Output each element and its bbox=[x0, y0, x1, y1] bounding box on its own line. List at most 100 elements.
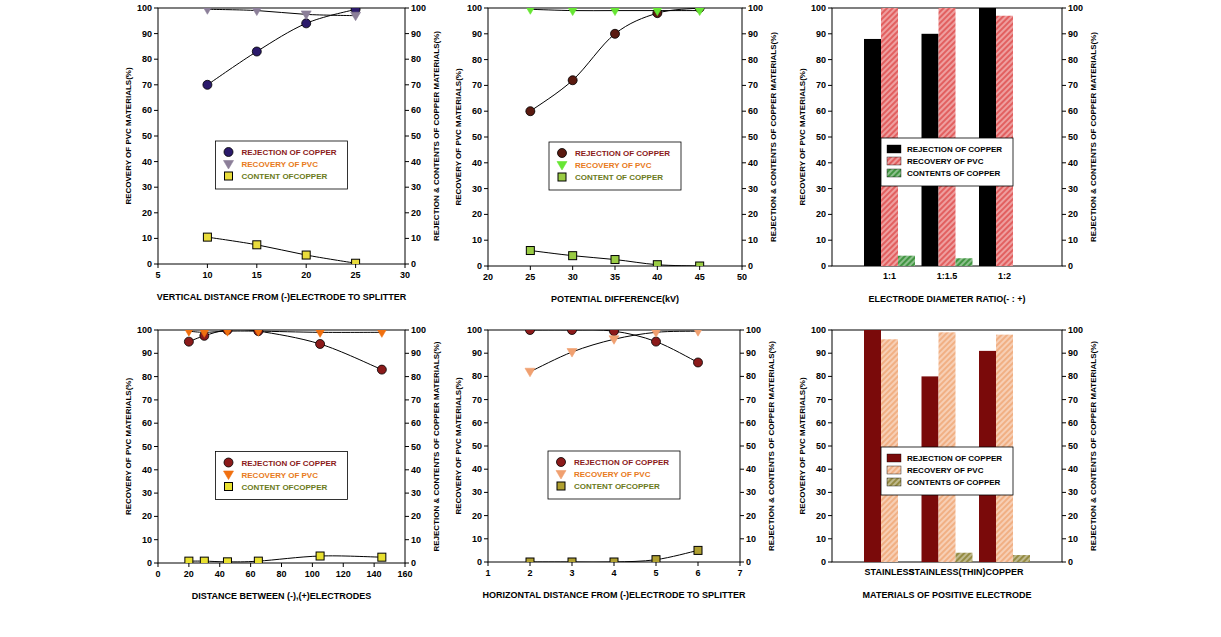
bar bbox=[864, 39, 881, 266]
marker-circle bbox=[610, 330, 619, 336]
y2-tick bbox=[405, 136, 409, 137]
y-tick bbox=[484, 330, 488, 331]
bar bbox=[898, 256, 915, 266]
y-tick bbox=[484, 562, 488, 563]
marker-circle bbox=[557, 458, 566, 467]
x-tick-label: STAINLESS bbox=[865, 567, 915, 577]
y2-tick-label: 0 bbox=[1068, 261, 1073, 271]
legend-label: CONTENT OFCOPPER bbox=[242, 172, 328, 181]
y-tick bbox=[828, 422, 832, 423]
legend-label: RECOVERY OF PVC bbox=[907, 466, 984, 475]
y2-tick bbox=[742, 59, 746, 60]
marker-circle bbox=[652, 337, 661, 346]
y2-tick-label: 70 bbox=[1068, 395, 1078, 405]
marker-square bbox=[610, 558, 618, 562]
y2-tick-label: 50 bbox=[1068, 441, 1078, 451]
y-tick bbox=[154, 136, 158, 137]
marker-square bbox=[653, 261, 661, 266]
y-tick bbox=[828, 8, 832, 9]
marker-triangle bbox=[651, 330, 661, 337]
y2-tick bbox=[405, 238, 409, 239]
y2-tick bbox=[740, 446, 744, 447]
y2-tick-label: 70 bbox=[411, 395, 421, 405]
y2-tick-label: 60 bbox=[1068, 106, 1078, 116]
y2-tick-label: 30 bbox=[746, 487, 756, 497]
legend-box bbox=[216, 141, 348, 189]
marker-circle bbox=[254, 330, 263, 336]
marker-square bbox=[185, 557, 193, 563]
marker-square bbox=[253, 241, 261, 249]
y2-tick-label: 80 bbox=[746, 371, 756, 381]
y2-tick bbox=[1062, 330, 1066, 331]
y-tick-label: 60 bbox=[816, 106, 826, 116]
x-axis-title: HORIZONTAL DISTANCE FROM (-)ELECTRODE TO… bbox=[483, 590, 746, 600]
legend-swatch bbox=[887, 169, 901, 177]
x-tick bbox=[306, 264, 307, 268]
y-axis-title: RECOVERY OF PVC MATERIALS(%) bbox=[454, 377, 463, 515]
x-tick bbox=[530, 266, 531, 270]
y-tick-label: 40 bbox=[816, 464, 826, 474]
y-tick bbox=[828, 188, 832, 189]
marker-triangle bbox=[525, 368, 535, 377]
x-tick-label: 60 bbox=[246, 569, 256, 579]
marker-square bbox=[568, 558, 576, 562]
legend: REJECTION OF COPPERRECOVERY OF PVCCONTEN… bbox=[549, 142, 681, 190]
marker-triangle bbox=[199, 330, 209, 337]
y-tick bbox=[828, 353, 832, 354]
marker-circle bbox=[526, 330, 535, 335]
y-tick-label: 10 bbox=[142, 233, 152, 243]
x-tick-label: COPPER bbox=[985, 567, 1024, 577]
series-line bbox=[207, 237, 355, 263]
y2-tick-label: 100 bbox=[746, 325, 761, 335]
bar bbox=[864, 330, 881, 562]
x-tick-label: 2 bbox=[527, 568, 532, 578]
y-tick-label: 70 bbox=[472, 395, 482, 405]
y2-tick-label: 80 bbox=[1068, 371, 1078, 381]
marker-square bbox=[558, 173, 566, 181]
marker-circle bbox=[526, 107, 535, 116]
y-tick bbox=[154, 353, 158, 354]
bar bbox=[956, 553, 973, 562]
marker-triangle bbox=[202, 8, 212, 14]
bar bbox=[898, 562, 915, 563]
y-tick bbox=[484, 422, 488, 423]
y2-tick-label: 70 bbox=[1068, 80, 1078, 90]
y-tick-label: 20 bbox=[816, 209, 826, 219]
x-tick-label: 20 bbox=[184, 569, 194, 579]
x-tick-label: 80 bbox=[276, 569, 286, 579]
marker-square bbox=[203, 233, 211, 241]
y-tick-label: 60 bbox=[472, 106, 482, 116]
y2-tick bbox=[405, 469, 409, 470]
y2-axis-title: REJECTION & CONTENTS OF COPPER MATERIALS… bbox=[1089, 32, 1098, 242]
x-tick bbox=[657, 266, 658, 270]
y2-tick-label: 10 bbox=[411, 535, 421, 545]
y-tick-label: 10 bbox=[142, 535, 152, 545]
y2-tick bbox=[1062, 469, 1066, 470]
x-tick-label: 25 bbox=[525, 272, 535, 282]
x-tick-label: 15 bbox=[252, 270, 262, 280]
y2-tick bbox=[405, 376, 409, 377]
x-tick bbox=[219, 563, 220, 567]
y-tick-label: 50 bbox=[142, 442, 152, 452]
marker-triangle bbox=[695, 8, 705, 16]
chart-panel: 0102030405060708090100010203040506070809… bbox=[798, 325, 1098, 600]
y2-axis-title: REJECTION & CONTENTS OF COPPER MATERIALS… bbox=[769, 32, 778, 242]
x-tick bbox=[188, 563, 189, 567]
marker-circle bbox=[611, 29, 620, 38]
y2-tick bbox=[405, 423, 409, 424]
y-axis-title: RECOVERY OF PVC MATERIALS(%) bbox=[798, 68, 807, 206]
marker-triangle bbox=[556, 471, 566, 480]
marker-square bbox=[352, 259, 360, 264]
x-tick-label: 100 bbox=[305, 569, 320, 579]
y2-tick bbox=[740, 399, 744, 400]
y2-tick-label: 20 bbox=[1068, 511, 1078, 521]
y-tick bbox=[154, 212, 158, 213]
y-tick bbox=[484, 446, 488, 447]
legend-box bbox=[549, 142, 681, 190]
x-tick bbox=[615, 266, 616, 270]
y2-tick-label: 70 bbox=[411, 80, 421, 90]
y2-tick-label: 30 bbox=[411, 488, 421, 498]
marker-triangle bbox=[609, 336, 619, 345]
y-tick bbox=[154, 84, 158, 85]
legend-swatch bbox=[887, 466, 901, 474]
